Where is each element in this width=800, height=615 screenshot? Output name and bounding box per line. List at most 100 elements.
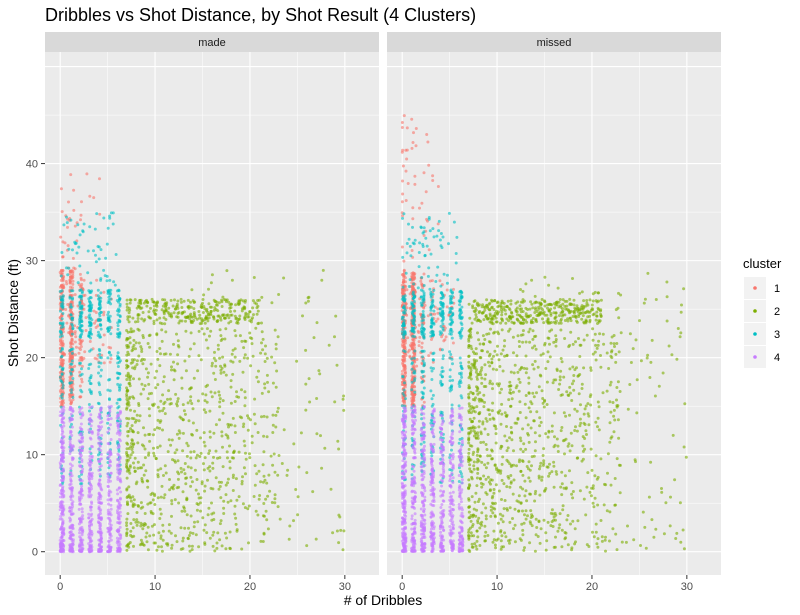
- data-point: [233, 347, 237, 351]
- data-point: [507, 384, 511, 388]
- data-point: [568, 469, 571, 473]
- data-point: [58, 508, 62, 512]
- data-point: [185, 497, 189, 501]
- data-point: [128, 376, 132, 380]
- data-point: [431, 179, 435, 182]
- data-point: [250, 441, 254, 445]
- data-point: [551, 381, 555, 385]
- data-point: [90, 477, 94, 481]
- data-point: [106, 313, 110, 317]
- data-point: [494, 483, 498, 487]
- data-point: [139, 538, 143, 542]
- data-point: [599, 354, 602, 357]
- data-point: [315, 432, 319, 436]
- data-point: [79, 361, 82, 365]
- data-point: [190, 402, 194, 405]
- data-point: [499, 517, 503, 521]
- data-point: [159, 467, 163, 471]
- data-point: [134, 341, 138, 345]
- data-point: [148, 414, 152, 418]
- data-point: [331, 531, 335, 535]
- data-point: [97, 436, 100, 440]
- data-point: [76, 223, 80, 227]
- data-point: [230, 278, 234, 282]
- data-point: [88, 480, 91, 484]
- data-point: [252, 276, 256, 279]
- data-point: [534, 347, 538, 351]
- data-point: [151, 300, 155, 304]
- data-point: [98, 413, 102, 417]
- data-point: [71, 316, 74, 320]
- data-point: [161, 304, 165, 308]
- data-point: [172, 342, 175, 346]
- data-point: [265, 481, 269, 485]
- data-point: [60, 414, 63, 417]
- data-point: [183, 412, 187, 416]
- data-point: [234, 477, 238, 481]
- data-point: [162, 310, 166, 314]
- data-point: [276, 406, 280, 410]
- data-point: [98, 390, 102, 394]
- data-point: [68, 278, 72, 282]
- data-point: [80, 200, 83, 204]
- data-point: [516, 370, 520, 374]
- data-point: [524, 394, 528, 397]
- data-point: [69, 353, 72, 357]
- data-point: [139, 524, 143, 528]
- data-point: [197, 310, 201, 313]
- data-point: [544, 367, 548, 370]
- data-point: [604, 535, 607, 539]
- data-point: [224, 373, 228, 377]
- data-point: [71, 324, 74, 328]
- data-point: [125, 517, 129, 521]
- data-point: [136, 320, 140, 323]
- data-point: [97, 371, 100, 375]
- data-point: [107, 442, 111, 446]
- data-point: [231, 348, 235, 352]
- data-point: [108, 214, 112, 218]
- data-point: [146, 485, 150, 489]
- data-point: [66, 273, 70, 277]
- data-point: [533, 492, 537, 496]
- data-point: [472, 434, 476, 438]
- data-point: [571, 365, 575, 369]
- data-point: [271, 423, 275, 427]
- data-point: [273, 470, 277, 474]
- data-point: [113, 283, 117, 287]
- data-point: [527, 476, 531, 480]
- data-point: [280, 462, 284, 465]
- data-point: [645, 356, 649, 360]
- data-point: [181, 403, 185, 407]
- data-point: [109, 497, 112, 501]
- data-point: [491, 494, 495, 498]
- data-point: [184, 329, 188, 333]
- data-point: [106, 530, 110, 534]
- data-point: [337, 447, 341, 451]
- data-point: [133, 420, 137, 424]
- data-point: [109, 490, 113, 494]
- data-point: [97, 544, 101, 548]
- data-point: [238, 359, 242, 363]
- data-point: [552, 518, 556, 522]
- data-point: [220, 544, 224, 548]
- data-point: [505, 507, 509, 511]
- data-point: [229, 385, 233, 389]
- data-point: [484, 477, 488, 481]
- data-point: [209, 390, 213, 394]
- data-point: [250, 342, 254, 346]
- data-point: [563, 452, 566, 456]
- data-point: [476, 468, 480, 471]
- data-point: [142, 387, 145, 391]
- data-point: [404, 148, 408, 152]
- data-point: [80, 427, 84, 431]
- data-point: [403, 370, 407, 373]
- data-point: [68, 452, 72, 456]
- data-point: [108, 525, 112, 529]
- data-point: [95, 278, 99, 282]
- data-point: [467, 436, 471, 440]
- data-point: [179, 466, 183, 470]
- data-point: [292, 519, 295, 523]
- data-point: [451, 341, 455, 345]
- data-point: [132, 396, 136, 400]
- data-point: [473, 500, 477, 504]
